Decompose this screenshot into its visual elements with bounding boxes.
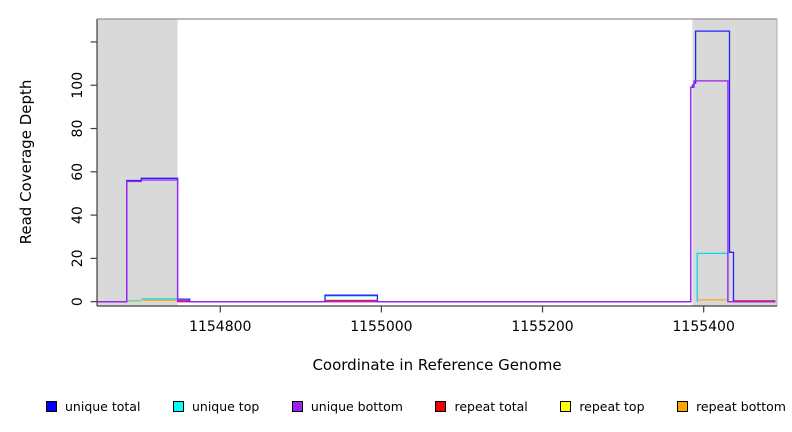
legend-label: unique top bbox=[191, 398, 260, 414]
y-tick-label: 60 bbox=[70, 163, 86, 181]
legend-item-repeat-bottom: repeat bottom bbox=[677, 399, 786, 414]
masked-region-right bbox=[692, 19, 777, 306]
legend: unique total unique top unique bottom repea… bbox=[0, 395, 792, 417]
legend-color-swatch bbox=[435, 400, 447, 412]
y-tick-label: 0 bbox=[70, 297, 86, 306]
series-line-unique-bottom bbox=[97, 80, 776, 303]
coverage-plot: 1154800 1155000 1155200 1155400 0 20 40 60 80 100… bbox=[17, 18, 778, 374]
x-axis-title: Coordinate in Reference Genome bbox=[312, 356, 561, 374]
y-tick-label: 80 bbox=[70, 120, 86, 138]
legend-item-repeat-top: repeat top bbox=[560, 398, 645, 414]
legend-item-unique-top: unique top bbox=[172, 398, 260, 414]
coverage-series bbox=[97, 30, 776, 303]
legend-item-unique-total: unique total bbox=[46, 399, 140, 414]
axis-tick-labels: 1154800 1155000 1155200 1155400 0 20 40 60 80 100 bbox=[70, 72, 735, 335]
legend-color-swatch bbox=[677, 400, 689, 412]
legend-label: unique bottom bbox=[310, 398, 403, 414]
y-tick-label: 40 bbox=[70, 206, 86, 224]
legend-label: unique total bbox=[65, 398, 141, 414]
masked-region-left bbox=[97, 19, 178, 306]
x-tick-label: 1155000 bbox=[350, 319, 412, 335]
series-line-unique-total bbox=[97, 30, 776, 303]
legend-color-swatch bbox=[560, 400, 572, 412]
masked-regions bbox=[97, 19, 777, 306]
legend-label: repeat total bbox=[454, 398, 528, 414]
y-axis-title: Read Coverage Depth bbox=[17, 80, 35, 245]
legend-color-swatch bbox=[46, 400, 57, 412]
legend-item-repeat-total: repeat total bbox=[435, 398, 528, 414]
x-tick-label: 1154800 bbox=[189, 319, 251, 335]
legend-item-unique-bottom: unique bottom bbox=[291, 398, 403, 414]
axis-ticks bbox=[90, 41, 705, 313]
x-tick-label: 1155400 bbox=[673, 319, 735, 335]
legend-color-swatch bbox=[291, 400, 303, 412]
legend-label: repeat top bbox=[579, 398, 645, 414]
legend-color-swatch bbox=[172, 400, 184, 412]
plot-frame bbox=[96, 18, 778, 307]
y-tick-label: 20 bbox=[70, 249, 86, 267]
legend-label: repeat bottom bbox=[696, 398, 786, 414]
y-tick-label: 100 bbox=[70, 72, 86, 99]
x-tick-label: 1155200 bbox=[511, 319, 573, 335]
